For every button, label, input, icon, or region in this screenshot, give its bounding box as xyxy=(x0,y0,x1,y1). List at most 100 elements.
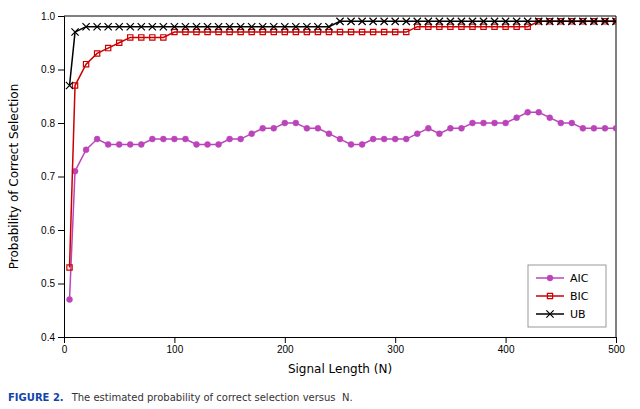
point xyxy=(293,120,299,126)
tick-label: 0.8 xyxy=(41,118,55,129)
point xyxy=(171,23,178,30)
point xyxy=(358,18,365,25)
point xyxy=(325,23,332,30)
point xyxy=(425,125,431,131)
point xyxy=(282,120,288,126)
point xyxy=(414,18,421,25)
point xyxy=(558,120,564,126)
point xyxy=(381,18,388,25)
series xyxy=(66,18,616,89)
marks xyxy=(66,18,616,303)
axis-line xyxy=(65,338,617,344)
tick-label: 1.0 xyxy=(41,11,55,22)
point xyxy=(117,40,122,45)
point xyxy=(590,18,597,25)
legend-swatch xyxy=(536,295,564,297)
point xyxy=(67,297,73,303)
tick-label: 400 xyxy=(498,344,515,355)
point xyxy=(348,29,353,34)
y-axis: 0.40.50.60.70.80.91.0 xyxy=(41,11,64,343)
point xyxy=(547,115,553,121)
point xyxy=(193,141,199,147)
frame xyxy=(616,16,617,337)
point xyxy=(381,136,387,142)
point xyxy=(513,18,520,25)
point xyxy=(613,125,616,131)
point xyxy=(414,131,420,137)
tick: 1.0 xyxy=(41,11,64,22)
point xyxy=(492,120,498,126)
point xyxy=(138,141,144,147)
point xyxy=(127,23,134,30)
point xyxy=(370,136,376,142)
tick-mark xyxy=(506,337,507,343)
point xyxy=(72,83,77,88)
point xyxy=(514,24,519,29)
point xyxy=(193,23,200,30)
caption: FIGURE 2. xyxy=(8,392,64,403)
point xyxy=(503,24,508,29)
point xyxy=(116,23,123,30)
tick-label: 500 xyxy=(608,344,625,355)
point xyxy=(403,136,409,142)
point xyxy=(227,29,232,34)
tick: 400 xyxy=(498,337,515,355)
point xyxy=(149,23,156,30)
point xyxy=(182,23,189,30)
point xyxy=(160,136,166,142)
point xyxy=(514,115,520,121)
point xyxy=(260,29,265,34)
y-axis-title: Probability of Correct Selection xyxy=(7,84,21,270)
point xyxy=(458,18,465,25)
tick: 0.4 xyxy=(41,332,64,343)
point xyxy=(128,35,133,40)
tick-label: 200 xyxy=(277,344,294,355)
point xyxy=(271,29,276,34)
point xyxy=(149,136,155,142)
point xyxy=(481,120,487,126)
line xyxy=(70,21,616,85)
point xyxy=(105,23,112,30)
tick-mark xyxy=(58,123,64,124)
point xyxy=(260,125,266,131)
point xyxy=(304,29,309,34)
legend-marker xyxy=(547,275,553,281)
tick-label: 0.7 xyxy=(41,171,55,182)
point xyxy=(502,18,509,25)
point xyxy=(326,131,332,137)
point xyxy=(392,18,399,25)
point xyxy=(392,136,398,142)
point xyxy=(194,29,199,34)
tick-mark xyxy=(285,337,286,343)
point xyxy=(382,29,387,34)
point xyxy=(292,23,299,30)
point xyxy=(370,29,375,34)
point xyxy=(469,18,476,25)
tick-mark xyxy=(58,230,64,231)
point xyxy=(579,18,586,25)
point xyxy=(348,141,354,147)
point xyxy=(425,18,432,25)
point xyxy=(182,136,188,142)
tick-label: 0.9 xyxy=(41,64,55,75)
point xyxy=(248,23,255,30)
point xyxy=(304,125,310,131)
point xyxy=(150,35,155,40)
point xyxy=(470,24,475,29)
tick: 200 xyxy=(277,337,294,355)
tick-label: 0.4 xyxy=(41,332,55,343)
x-axis-title: Signal Length (N) xyxy=(288,362,392,376)
point xyxy=(458,125,464,131)
point xyxy=(481,24,486,29)
legend-marker xyxy=(546,310,553,317)
point xyxy=(601,18,608,25)
point xyxy=(226,23,233,30)
point xyxy=(249,29,254,34)
point xyxy=(83,62,88,67)
legend-label: UB xyxy=(570,308,586,321)
point xyxy=(524,18,531,25)
point xyxy=(105,141,111,147)
line xyxy=(70,21,616,267)
point xyxy=(82,23,89,30)
point xyxy=(503,120,509,126)
